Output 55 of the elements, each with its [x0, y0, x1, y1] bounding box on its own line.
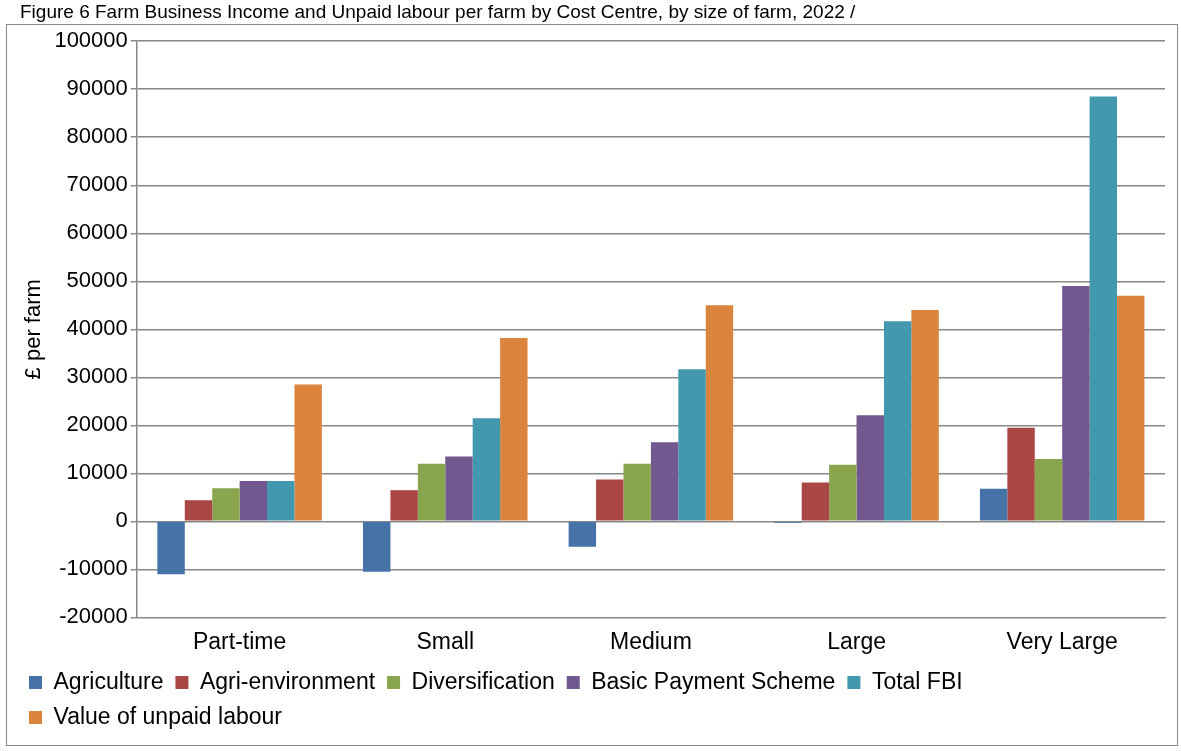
bar	[705, 305, 734, 521]
bar	[911, 310, 939, 521]
bar	[417, 463, 446, 521]
bar	[650, 442, 679, 521]
y-tick-label: 100000	[54, 27, 128, 53]
y-tick-label: 70000	[66, 171, 128, 197]
bar	[363, 522, 391, 572]
y-tick-label: 0	[115, 507, 128, 533]
legend-label: Agriculture	[53, 667, 164, 694]
bar	[1034, 458, 1063, 521]
bar	[1089, 96, 1118, 521]
bar	[500, 337, 528, 521]
y-tick-label: 90000	[66, 75, 128, 101]
y-axis-title: £ per farm	[20, 279, 46, 380]
y-tick-label: 60000	[66, 219, 128, 245]
y-tick-label: 50000	[66, 267, 128, 293]
bar	[472, 418, 501, 521]
legend-label: Basic Payment Scheme	[591, 667, 836, 694]
x-tick-label: Part-time	[192, 627, 287, 654]
bar	[1117, 295, 1145, 521]
bar	[212, 488, 240, 521]
bar	[623, 463, 651, 521]
y-tick-label: -20000	[59, 603, 128, 629]
bar	[801, 482, 830, 521]
bar	[390, 490, 418, 521]
bar	[568, 522, 597, 547]
bar	[157, 522, 185, 575]
y-tick-label: 80000	[66, 123, 128, 149]
bar	[979, 488, 1008, 521]
y-tick-label: 30000	[66, 363, 128, 389]
bar	[445, 456, 473, 521]
legend-label: Value of unpaid labour	[53, 702, 283, 729]
legend-label: Diversification	[411, 667, 555, 694]
bar	[1007, 427, 1035, 521]
bar	[239, 481, 268, 521]
bar	[596, 479, 624, 521]
bar	[829, 464, 857, 521]
legend-label: Agri-environment	[199, 667, 376, 694]
bar	[856, 415, 884, 521]
x-tick-label: Medium	[610, 627, 692, 654]
x-tick-label: Large	[827, 627, 886, 654]
y-tick-label: 10000	[66, 459, 128, 485]
bar	[184, 500, 213, 521]
legend-label: Total FBI	[871, 667, 963, 694]
bar	[294, 384, 322, 521]
bar	[678, 369, 706, 521]
y-tick-label: -10000	[59, 555, 128, 581]
bar	[1062, 286, 1090, 521]
bar	[267, 481, 295, 521]
y-tick-label: 20000	[66, 411, 128, 437]
x-tick-label: Very Large	[1006, 627, 1118, 654]
y-tick-label: 40000	[66, 315, 128, 341]
chart-title: Figure 6 Farm Business Income and Unpaid labour per farm by Cost Centre, by size of farm, 2022 /	[19, 0, 857, 24]
x-tick-label: Small	[416, 627, 475, 654]
bar	[883, 321, 912, 521]
